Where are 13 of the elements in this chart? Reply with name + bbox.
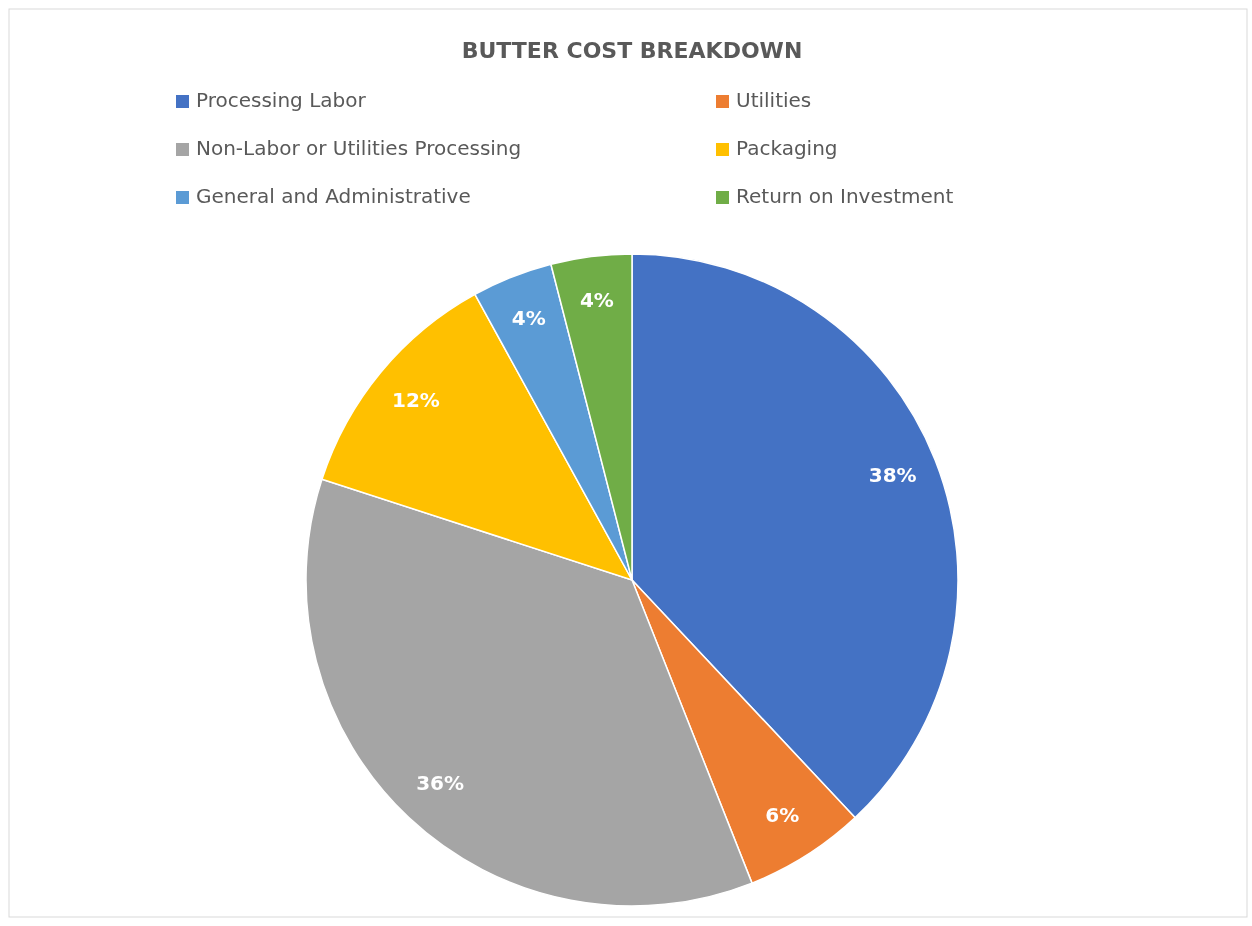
- chart-title: BUTTER COST BREAKDOWN: [461, 38, 803, 63]
- data-label: 36%: [416, 770, 465, 795]
- legend-label: General and Administrative: [196, 184, 471, 208]
- legend-label: Utilities: [736, 88, 812, 112]
- legend-label: Non-Labor or Utilities Processing: [196, 136, 522, 160]
- legend-label: Return on Investment: [736, 184, 954, 208]
- data-label: 12%: [392, 387, 440, 412]
- legend-label: Processing Labor: [196, 88, 367, 112]
- legend-label: Packaging: [736, 136, 838, 160]
- data-label: 4%: [511, 305, 546, 330]
- data-label: 4%: [579, 288, 614, 313]
- data-label: 38%: [868, 463, 917, 488]
- data-label: 6%: [765, 803, 800, 828]
